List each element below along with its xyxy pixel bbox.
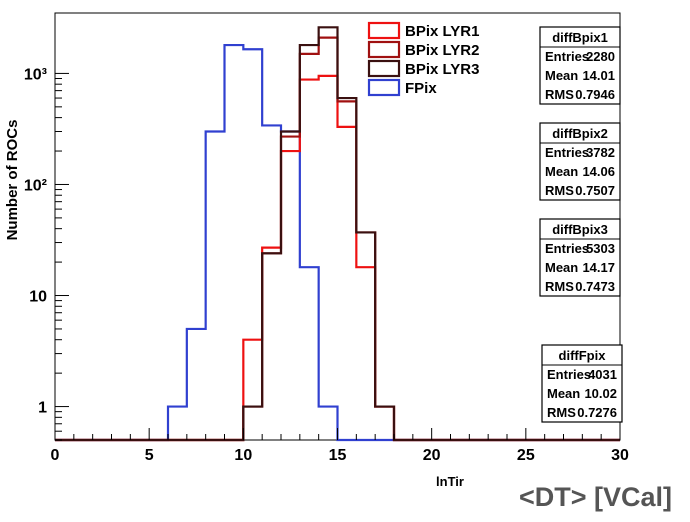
x-tick-label: 20 [423,447,441,464]
stats-key: RMS [547,405,576,420]
legend-swatch [367,78,401,97]
x-tick-label: 30 [611,447,629,464]
stats-key: Mean [545,164,578,179]
stats-key: RMS [545,183,574,198]
stats-value: 14.17 [582,260,615,275]
x-tick-label: 5 [145,447,154,464]
stats-title: diffBpix3 [552,222,608,237]
axes-group: 0 5 10 15 20 25 30 1 10 10² 10³ [24,66,629,464]
x-tick-label: 10 [234,447,252,464]
stats-value: 10.02 [584,386,617,401]
histogram-line-bpix-lyr3 [55,26,620,442]
legend-entry: FPix [405,80,437,97]
y-tick-label: 1 [38,400,47,417]
y-tick-label: 10³ [24,66,47,83]
stats-value: 2280 [586,49,615,64]
histogram-line-bpix-lyr1 [55,74,620,442]
legend-entry: BPix LYR1 [405,23,479,40]
stats-key: RMS [545,279,574,294]
stats-value: 0.7473 [575,279,615,294]
stats-title: diffFpix [559,348,607,363]
stats-value: 14.01 [582,68,615,83]
x-tick-label: 15 [329,447,347,464]
x-tick-label: 25 [517,447,535,464]
stats-title: diffBpix1 [552,30,608,45]
legend-swatch [367,59,401,78]
stats-key: Entries [545,49,589,64]
y-axis-label: Number of ROCs [4,120,21,241]
stats-value: 5303 [586,241,615,256]
stats-key: RMS [545,87,574,102]
stats-title: diffBpix2 [552,126,608,141]
stats-value: 4031 [588,367,617,382]
y-tick-label: 10 [29,289,47,306]
stats-box [539,26,621,105]
legend-swatch [367,40,401,59]
stats-value: 3782 [586,145,615,160]
stats-value: 14.06 [582,164,615,179]
stats-key: Mean [545,68,578,83]
x-axis-label-small: lnTir [436,474,464,489]
stats-key: Mean [545,260,578,275]
stats-key: Entries [547,367,591,382]
legend-entry: BPix LYR3 [405,61,479,78]
legend-entry: BPix LYR2 [405,42,479,59]
histogram-series-group [55,26,620,442]
stats-key: Entries [545,145,589,160]
x-axis-label-big: <DT> [VCal] [519,482,672,512]
legend: BPix LYR1 BPix LYR2 BPix LYR3 FPix [367,21,479,97]
x-tick-label: 0 [51,447,60,464]
stats-key: Mean [547,386,580,401]
stats-box [541,344,623,423]
stats-value: 0.7507 [575,183,615,198]
legend-swatch [367,21,401,40]
stats-value: 0.7276 [577,405,617,420]
stats-value: 0.7946 [575,87,615,102]
stats-box [539,218,621,297]
stats-key: Entries [545,241,589,256]
y-tick-label: 10² [24,177,47,194]
stats-box [539,122,621,201]
